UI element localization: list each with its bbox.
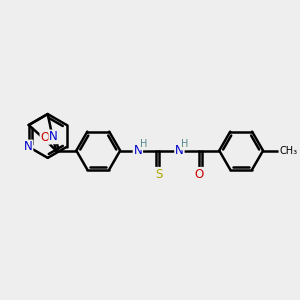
Text: N: N bbox=[24, 140, 32, 153]
Text: H: H bbox=[140, 140, 147, 149]
Text: N: N bbox=[49, 130, 58, 143]
Text: O: O bbox=[194, 168, 204, 181]
Text: H: H bbox=[181, 140, 189, 149]
Text: O: O bbox=[40, 131, 50, 144]
Text: S: S bbox=[155, 168, 162, 181]
Text: N: N bbox=[134, 144, 142, 157]
Text: N: N bbox=[175, 144, 184, 157]
Text: CH₃: CH₃ bbox=[279, 146, 297, 156]
